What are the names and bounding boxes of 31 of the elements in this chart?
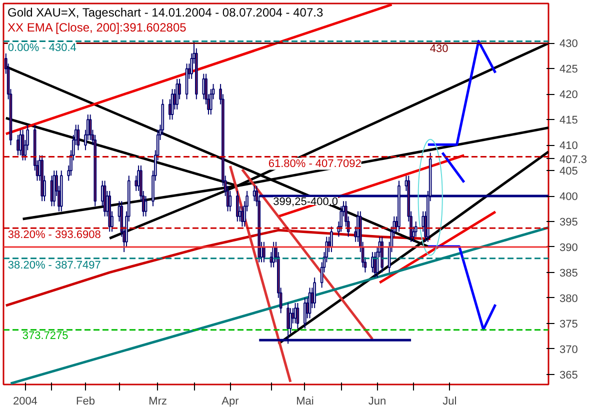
y-tick-label: 407.3: [560, 154, 588, 166]
y-tick-label: 420: [560, 89, 578, 102]
x-tick-label: 2004: [12, 396, 38, 408]
x-tick-label: Mrz: [148, 396, 167, 408]
y-tick-label: 375: [560, 318, 578, 330]
y-tick-label: 395: [560, 216, 578, 229]
annotation: 38.20% - 387.7497: [8, 259, 101, 272]
y-tick-label: 385: [560, 267, 578, 280]
y-tick-label: 425: [560, 64, 578, 76]
annotation: 38.20% - 393.6908: [8, 229, 101, 242]
y-tick-label: 430: [560, 38, 578, 50]
annotation: 61.80% - 407.7092: [268, 158, 362, 170]
text: XX EMA [Close, 200]:391.602805: [8, 20, 187, 34]
x-tick-label: Apr: [222, 396, 240, 408]
annotation: 373.7275: [22, 330, 68, 342]
x-tick-label: Jul: [442, 396, 457, 408]
chart-title: Gold XAU=X, Tageschart - 14.01.2004 - 08.07.2004 - 407.3: [8, 6, 324, 20]
x-tick-label: Mai: [296, 396, 314, 408]
x-tick-label: Jun: [368, 396, 386, 408]
annotation: 399,25-400,0: [273, 196, 338, 208]
y-tick-label: 415: [560, 114, 578, 127]
y-tick-label: 370: [560, 344, 578, 356]
annotation: 0.00% - 430.4: [8, 42, 76, 54]
y-tick-label: 410: [560, 140, 578, 152]
y-tick-label: 365: [560, 369, 578, 382]
annotation: 430: [430, 43, 448, 56]
y-tick-label: 405: [560, 166, 578, 178]
y-tick-label: 390: [560, 242, 578, 254]
x-tick-label: Feb: [76, 396, 95, 408]
y-tick-label: 400: [560, 191, 578, 204]
y-tick-label: 380: [560, 292, 578, 305]
